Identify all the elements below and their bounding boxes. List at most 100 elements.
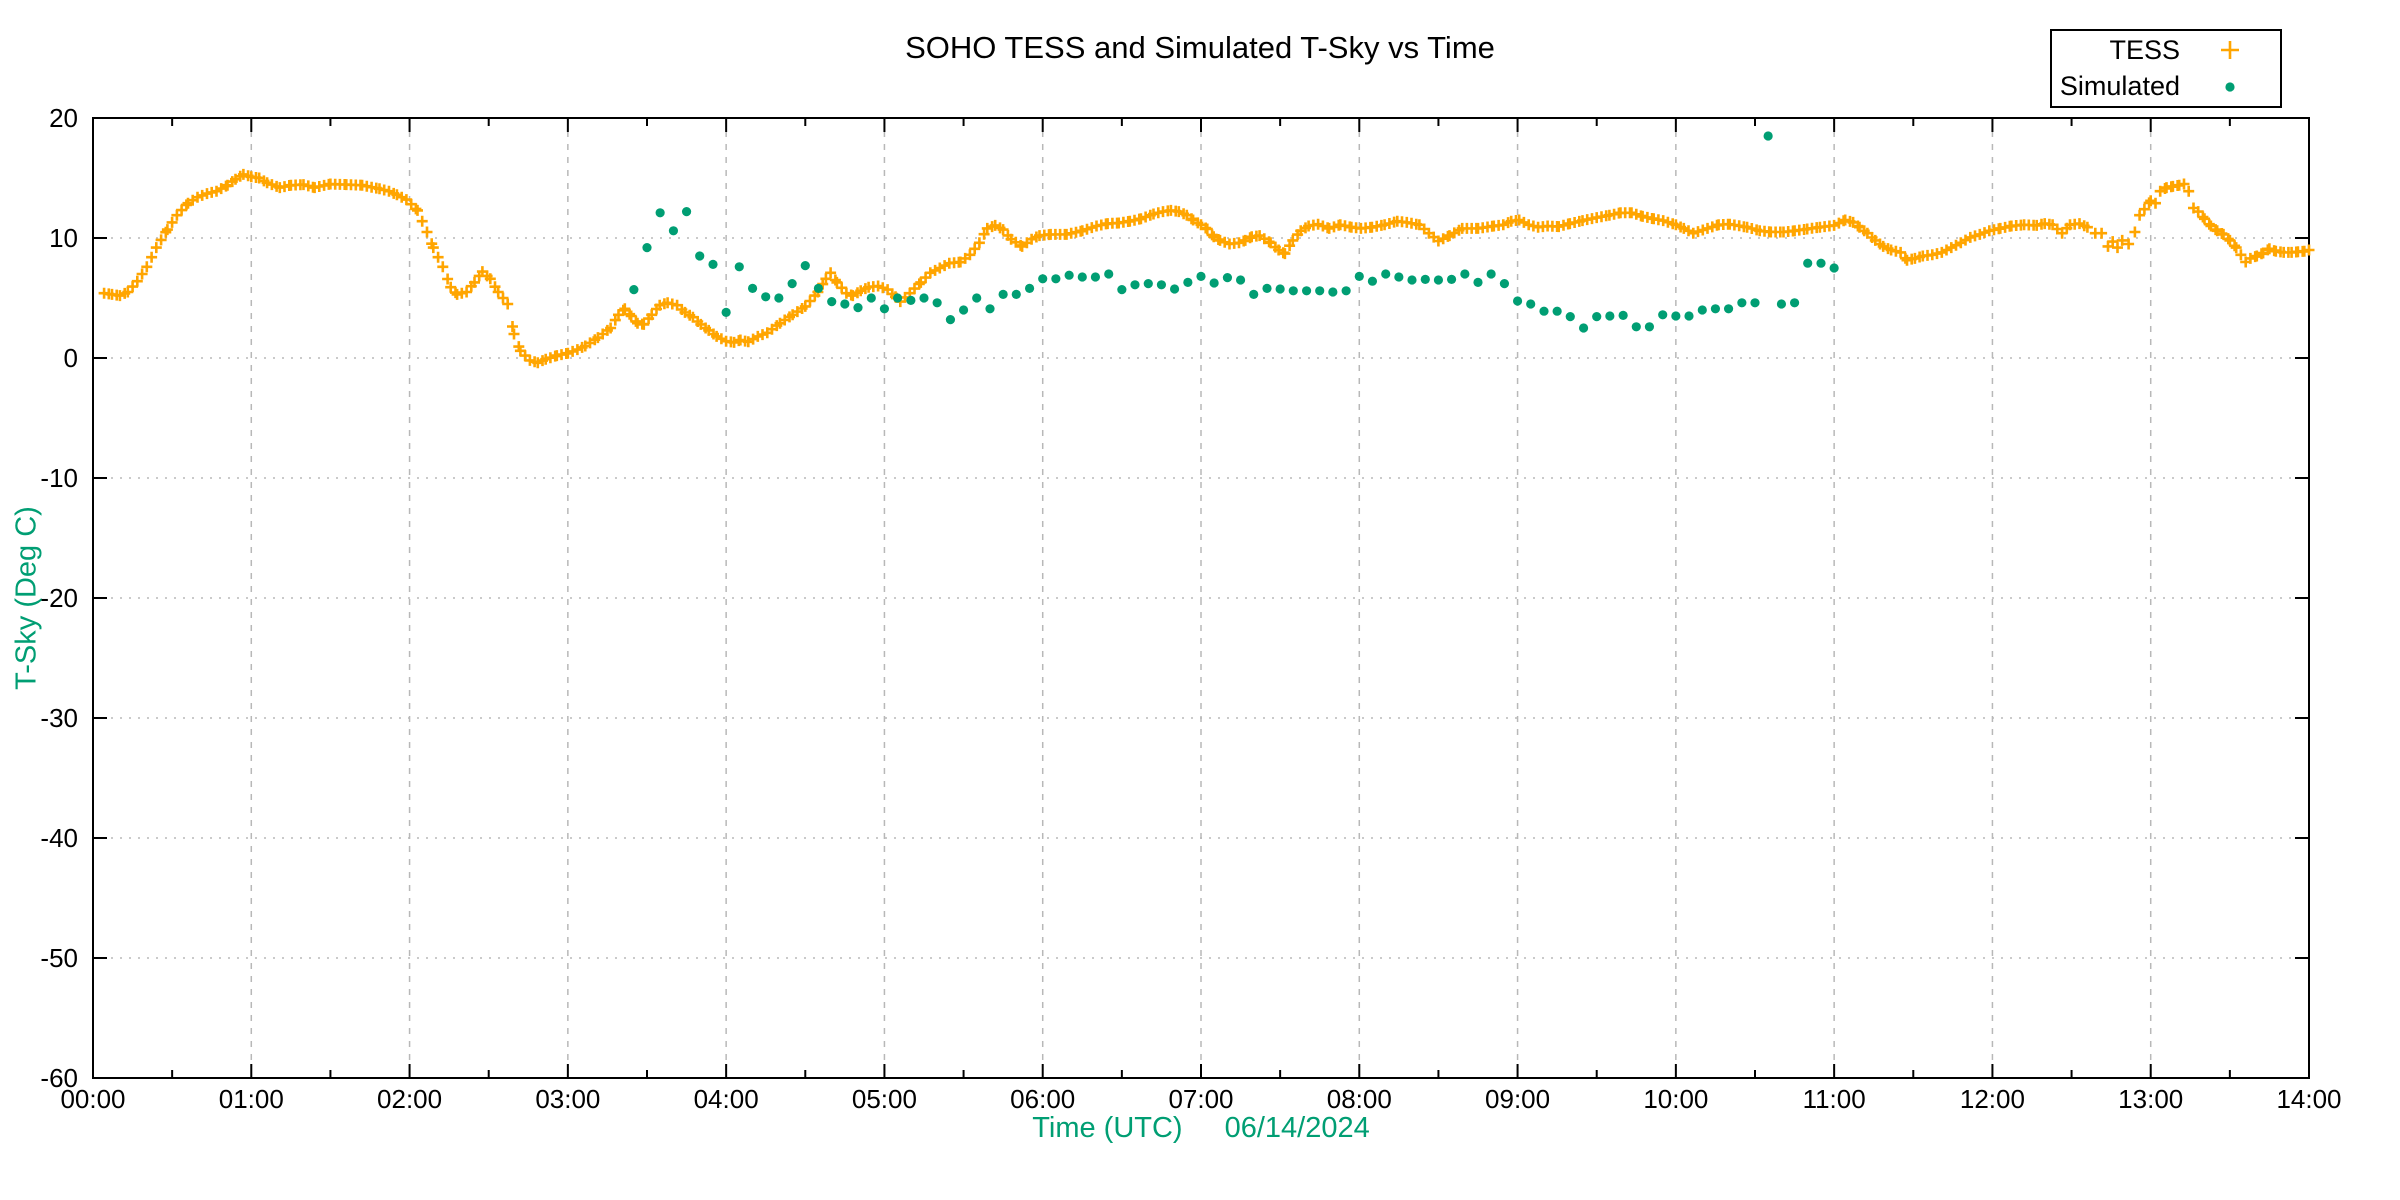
simulated-point <box>1631 322 1641 332</box>
simulated-point <box>840 299 850 309</box>
x-tick-label: 11:00 <box>1803 1084 1866 1114</box>
legend: TESS Simulated <box>2050 29 2282 108</box>
x-axis-title: Time (UTC) 06/14/2024 <box>0 1112 2400 1145</box>
simulated-point <box>1301 286 1312 296</box>
simulated-point <box>721 307 731 317</box>
simulated-point <box>1288 286 1298 296</box>
simulated-point <box>1249 289 1259 299</box>
legend-label-simulated: Simulated <box>2059 71 2180 102</box>
x-tick-label: 02:00 <box>377 1084 442 1114</box>
y-tick-label: -50 <box>40 943 78 973</box>
simulated-point <box>774 293 784 303</box>
x-tick-label: 09:00 <box>1485 1084 1550 1114</box>
simulated-point <box>734 262 744 272</box>
simulated-point <box>1486 269 1496 279</box>
x-tick-label: 05:00 <box>852 1084 917 1114</box>
simulated-point <box>695 251 705 261</box>
simulated-point <box>1011 289 1021 299</box>
simulated-point <box>642 243 652 253</box>
simulated-point <box>1592 312 1602 322</box>
legend-row-simulated: Simulated <box>2052 70 2280 104</box>
simulated-point <box>1473 277 1483 287</box>
simulated-point <box>1051 274 1061 284</box>
x-tick-label: 12:00 <box>1960 1084 2025 1114</box>
simulated-point <box>906 295 916 305</box>
simulated-point <box>1130 280 1140 290</box>
simulated-point <box>1315 286 1325 296</box>
simulated-point <box>1644 322 1655 332</box>
simulated-point <box>1723 304 1734 314</box>
simulated-point <box>827 297 837 307</box>
legend-label-tess: TESS <box>2109 34 2180 65</box>
x-axis-date: 06/14/2024 <box>1224 1112 1370 1144</box>
simulated-point <box>1156 280 1167 290</box>
simulated-point <box>1776 299 1787 309</box>
simulated-point <box>866 293 876 303</box>
simulated-point <box>787 279 797 289</box>
simulated-point <box>1262 283 1272 293</box>
simulated-point <box>1578 323 1589 333</box>
simulated-point <box>1381 269 1391 279</box>
simulated-point <box>892 293 903 303</box>
simulated-point <box>1499 279 1510 289</box>
simulated-point <box>1658 310 1668 320</box>
simulated-point <box>1565 312 1575 322</box>
simulated-point <box>1024 283 1035 293</box>
simulated-point <box>1605 311 1615 321</box>
simulated-point <box>747 283 758 293</box>
x-tick-label: 06:00 <box>1010 1084 1075 1114</box>
legend-row-tess: TESS <box>2052 33 2280 67</box>
simulated-point <box>1552 306 1562 316</box>
simulated-point <box>1446 274 1457 284</box>
y-axis-title: T-Sky (Deg C) <box>10 506 43 690</box>
simulated-point <box>1038 274 1048 284</box>
simulated-point <box>879 304 890 314</box>
simulated-point <box>1789 298 1800 308</box>
simulated-point <box>1710 304 1721 314</box>
simulated-point <box>1420 274 1430 284</box>
simulated-point <box>1367 276 1378 286</box>
x-axis-title-text: Time (UTC) <box>1032 1112 1183 1144</box>
y-tick-label: -40 <box>40 823 78 853</box>
simulated-point <box>1526 299 1536 309</box>
x-tick-label: 13:00 <box>2118 1084 2183 1114</box>
tess-series <box>98 168 2315 369</box>
simulated-point <box>945 315 956 325</box>
simulated-point <box>655 208 665 218</box>
x-tick-label: 08:00 <box>1327 1084 1392 1114</box>
simulated-point <box>853 303 863 313</box>
simulated-point <box>800 261 810 271</box>
simulated-point <box>1235 275 1246 285</box>
x-tick-label: 14:00 <box>2276 1084 2341 1114</box>
x-tick-label: 03:00 <box>535 1084 600 1114</box>
simulated-point <box>1196 271 1206 281</box>
simulated-point <box>1090 272 1101 282</box>
simulated-point <box>1433 275 1444 285</box>
simulated-point <box>1117 285 1127 295</box>
y-tick-label: -30 <box>40 703 78 733</box>
chart-title: SOHO TESS and Simulated T-Sky vs Time <box>905 30 1495 65</box>
tess-plus-marker-icon <box>2180 37 2280 63</box>
simulated-point <box>1222 273 1233 283</box>
simulated-point <box>1341 286 1351 296</box>
simulated-point <box>1354 271 1364 281</box>
simulated-point <box>1328 287 1338 297</box>
simulated-point <box>985 304 995 314</box>
simulated-point <box>1104 269 1114 279</box>
x-tick-label: 04:00 <box>694 1084 759 1114</box>
y-tick-label: -20 <box>40 583 78 613</box>
simulated-point <box>1407 275 1417 285</box>
simulated-point <box>1064 270 1074 280</box>
simulated-point <box>1169 284 1180 294</box>
simulated-point <box>998 289 1008 299</box>
simulated-point <box>1737 298 1747 308</box>
simulated-point <box>813 283 824 293</box>
simulated-point <box>958 305 969 315</box>
simulated-point <box>761 292 771 302</box>
x-tick-label: 10:00 <box>1643 1084 1708 1114</box>
simulated-point <box>1539 306 1549 316</box>
simulated-point <box>1209 278 1219 288</box>
simulated-point <box>1829 263 1839 273</box>
simulated-point <box>932 298 942 308</box>
